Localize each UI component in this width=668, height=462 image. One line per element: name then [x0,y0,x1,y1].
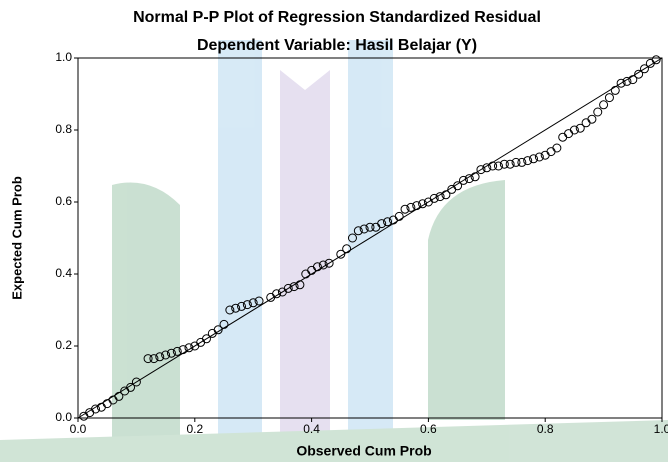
point [581,118,591,128]
point [435,192,445,202]
point [126,382,136,392]
point [441,190,451,200]
point [353,226,363,236]
point [219,319,229,329]
point [143,354,153,364]
point [651,55,661,65]
x-tick-label: 0.0 [70,422,87,436]
point [429,193,439,203]
point [149,354,159,364]
point [534,152,544,162]
point [131,377,141,387]
point [178,345,188,355]
point [161,350,171,360]
point [523,156,533,166]
point [569,125,579,135]
point [342,244,352,254]
point [102,399,112,409]
x-tick-label: 0.2 [186,422,203,436]
y-tick-label: 0.4 [55,266,72,280]
point [184,343,194,353]
point [312,262,322,272]
point [610,85,620,95]
point [464,174,474,184]
point [166,348,176,358]
point [622,76,632,86]
point [359,224,369,234]
point [593,107,603,117]
point [599,100,609,110]
point [283,283,293,293]
point [347,233,357,243]
point [418,199,428,209]
point [225,305,235,315]
x-axis-title: Observed Cum Prob [296,443,431,459]
point [639,64,649,74]
point [634,69,644,79]
point [172,346,182,356]
point [231,303,241,313]
y-tick-label: 0.2 [55,338,72,352]
point [237,301,247,311]
chart-subtitle: Dependent Variable: Hasil Belajar (Y) [197,37,477,54]
point [616,78,626,88]
point [493,161,503,171]
point [482,163,492,173]
point [453,181,463,191]
point [499,159,509,169]
plot-frame [77,57,663,419]
point [558,132,568,142]
point [272,289,282,299]
point [604,93,614,103]
point [505,159,515,169]
point [383,217,393,227]
point [318,260,328,270]
point [587,114,597,124]
point [377,219,387,229]
y-tick-label: 0.6 [55,194,72,208]
chart-title: Normal P-P Plot of Regression Standardiz… [133,9,541,26]
point [400,204,410,214]
point [242,300,252,310]
point [517,157,527,167]
point [155,352,165,362]
point [394,211,404,221]
x-tick-label: 0.8 [537,422,554,436]
x-tick-label: 0.4 [303,422,320,436]
point [365,222,375,232]
point [248,298,258,308]
point [529,154,539,164]
watermark [0,40,668,462]
point [201,334,211,344]
point [295,280,305,290]
point [552,143,562,153]
point [336,249,346,259]
point [628,75,638,85]
point [511,157,521,167]
point [458,175,468,185]
point [406,202,416,212]
point [476,165,486,175]
x-tick-label: 0.6 [420,422,437,436]
point [213,325,223,335]
point [575,123,585,133]
y-tick-label: 0.8 [55,122,72,136]
point [289,282,299,292]
point [254,296,264,306]
point [412,201,422,211]
y-tick-label: 0.0 [55,410,72,424]
y-axis-title: Expected Cum Prob [9,176,24,300]
x-tick-label: 1.0 [654,422,668,436]
reference-line [77,57,663,419]
point [470,172,480,182]
point [114,391,124,401]
point [488,161,498,171]
y-tick-label: 1.0 [55,50,72,64]
point [324,258,334,268]
point [91,404,101,414]
point [546,147,556,157]
point [564,129,574,139]
